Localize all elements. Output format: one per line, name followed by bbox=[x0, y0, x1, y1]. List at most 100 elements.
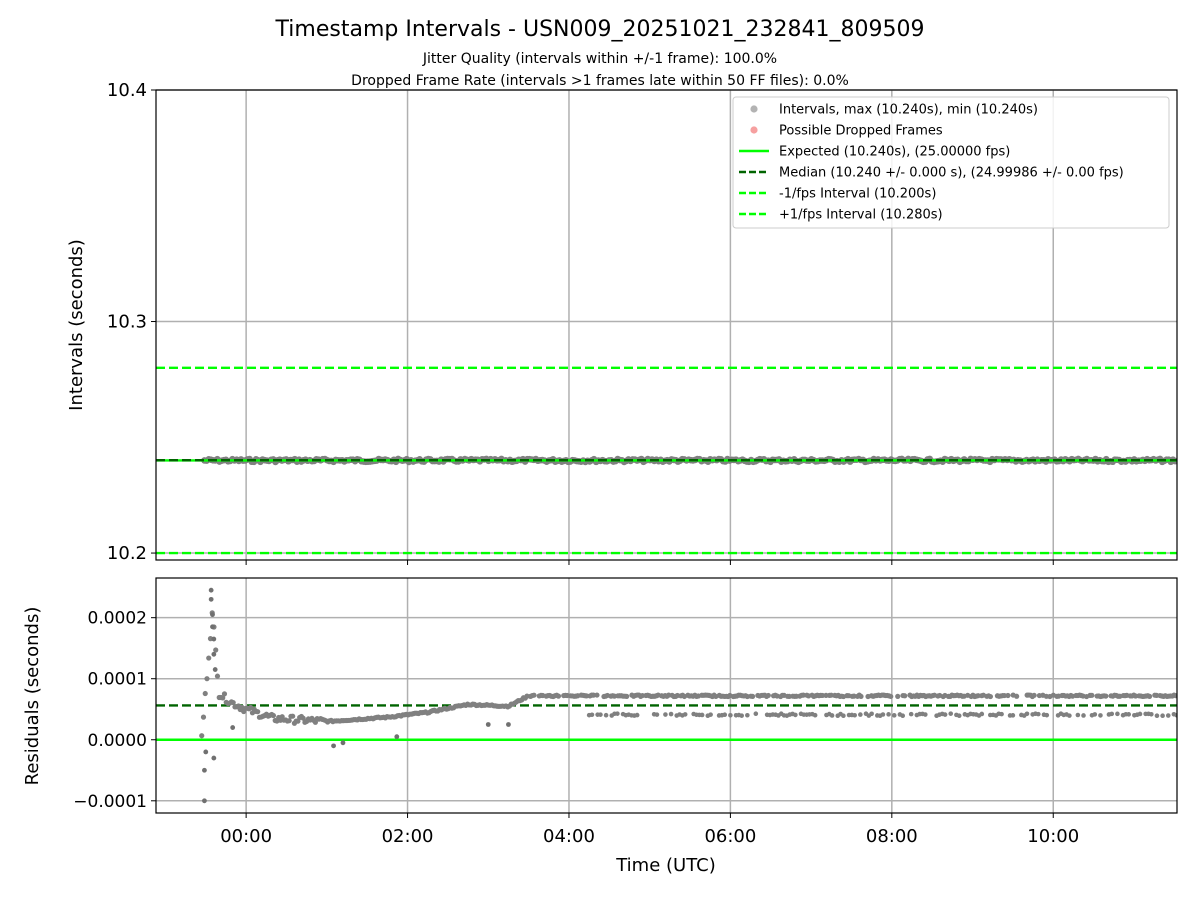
residuals-ylabel: Residuals (seconds) bbox=[22, 607, 43, 786]
residual-point bbox=[286, 718, 292, 724]
residual-point bbox=[555, 693, 562, 699]
residual-point bbox=[270, 712, 277, 719]
residual-point bbox=[1092, 712, 1098, 717]
residual-point bbox=[793, 712, 798, 718]
chart-title: Timestamp Intervals - USN009_20251021_23… bbox=[275, 17, 925, 42]
residual-point bbox=[749, 693, 756, 700]
residual-point bbox=[230, 699, 236, 706]
residual-point bbox=[634, 712, 640, 718]
residual-outlier-point bbox=[202, 767, 207, 773]
residual-point bbox=[869, 711, 874, 717]
residual-point bbox=[603, 712, 609, 718]
residual-point bbox=[852, 712, 857, 718]
residual-point bbox=[987, 693, 994, 700]
residual-outlier-point bbox=[506, 722, 511, 727]
residuals-ticks: 00:00 02:00 04:00 06:00 08:00 10:00 −0.0001 0.0… bbox=[73, 609, 1079, 847]
residual-point bbox=[1154, 713, 1160, 719]
intervals-ticks: 10.2 10.3 10.4 bbox=[107, 80, 1054, 565]
residual-point bbox=[923, 712, 928, 717]
legend-label: +1/fps Interval (10.280s) bbox=[779, 208, 943, 223]
residual-point bbox=[728, 713, 733, 718]
residual-point bbox=[220, 695, 226, 701]
residual-point bbox=[902, 693, 908, 699]
intervals-ylabel: Intervals (seconds) bbox=[66, 239, 87, 411]
residual-point bbox=[200, 714, 207, 720]
residual-outlier-point bbox=[210, 612, 215, 618]
residual-point bbox=[1174, 712, 1177, 718]
residual-point bbox=[1115, 711, 1120, 717]
residual-point bbox=[880, 712, 886, 717]
residual-point bbox=[1031, 692, 1037, 698]
residual-point bbox=[668, 711, 674, 717]
residual-point bbox=[615, 711, 620, 716]
residuals-y-tick-label: −0.0001 bbox=[73, 792, 147, 812]
residual-outlier-point bbox=[331, 743, 336, 749]
residual-point bbox=[908, 711, 914, 717]
residual-point bbox=[999, 711, 1004, 717]
legend-label: Median (10.240 +/- 0.000 s), (24.99986 +… bbox=[779, 166, 1124, 181]
residual-point bbox=[1165, 713, 1171, 718]
residual-point bbox=[900, 713, 906, 719]
residual-point bbox=[765, 692, 771, 699]
residual-outlier-point bbox=[230, 725, 236, 730]
residual-point bbox=[886, 712, 891, 717]
residual-point bbox=[1109, 711, 1115, 717]
residual-point bbox=[1173, 693, 1177, 699]
residual-point bbox=[654, 712, 660, 717]
residuals-panel: 00:00 02:00 04:00 06:00 08:00 10:00 −0.0001 0.0… bbox=[22, 577, 1178, 876]
residual-point bbox=[682, 712, 688, 717]
residual-outlier-point bbox=[212, 667, 218, 672]
x-tick-label: 04:00 bbox=[543, 826, 595, 847]
residual-point bbox=[841, 713, 846, 719]
residual-point bbox=[202, 690, 208, 697]
intervals-y-tick-label: 10.2 bbox=[107, 543, 147, 564]
residual-point bbox=[199, 733, 205, 739]
residual-outlier-point bbox=[203, 749, 209, 755]
residuals-y-tick-label: 0.0000 bbox=[88, 731, 147, 751]
residual-point bbox=[1081, 713, 1086, 718]
residual-point bbox=[956, 713, 962, 719]
x-tick-label: 06:00 bbox=[704, 826, 756, 847]
residual-outlier-point bbox=[211, 755, 217, 761]
residual-point bbox=[290, 713, 296, 719]
residual-point bbox=[531, 692, 537, 698]
residual-point bbox=[1160, 713, 1165, 719]
residual-point bbox=[1089, 692, 1095, 698]
intervals-reference-lines bbox=[156, 366, 1177, 555]
residual-point bbox=[1098, 713, 1103, 718]
residual-point bbox=[1044, 712, 1050, 718]
legend-marker bbox=[750, 126, 758, 134]
residual-outlier-point bbox=[394, 734, 400, 740]
legend-box bbox=[732, 96, 1170, 229]
x-tick-label: 00:00 bbox=[220, 826, 272, 847]
residual-point bbox=[1137, 711, 1143, 717]
residual-point bbox=[624, 693, 630, 699]
residuals-xlabel: Time (UTC) bbox=[615, 855, 716, 876]
residual-point bbox=[1126, 712, 1132, 717]
residuals-points bbox=[199, 587, 1177, 804]
residual-point bbox=[891, 713, 897, 718]
residual-point bbox=[699, 712, 705, 718]
x-tick-label: 02:00 bbox=[382, 826, 434, 847]
residual-point bbox=[812, 712, 818, 718]
residual-point bbox=[979, 711, 985, 717]
legend-label: -1/fps Interval (10.200s) bbox=[779, 187, 936, 202]
legend-label: Possible Dropped Frames bbox=[779, 124, 943, 139]
residual-outlier-point bbox=[211, 651, 217, 657]
residual-point bbox=[1075, 712, 1081, 718]
residual-point bbox=[1036, 711, 1041, 717]
intervals-y-tick-label: 10.4 bbox=[107, 80, 147, 101]
residual-point bbox=[722, 712, 728, 718]
chart-subtitle-jitter: Jitter Quality (intervals within +/-1 fr… bbox=[422, 51, 777, 67]
residual-point bbox=[829, 713, 835, 718]
residual-point bbox=[1067, 713, 1072, 718]
residual-point bbox=[1024, 711, 1030, 717]
chart-subtitle-dropped: Dropped Frame Rate (intervals >1 frames … bbox=[351, 73, 849, 89]
residual-outlier-point bbox=[202, 798, 207, 804]
intervals-plot-frame bbox=[155, 89, 1178, 561]
residuals-reference-lines bbox=[156, 704, 1177, 741]
residual-point bbox=[255, 709, 261, 715]
residual-outlier-point bbox=[485, 722, 491, 727]
